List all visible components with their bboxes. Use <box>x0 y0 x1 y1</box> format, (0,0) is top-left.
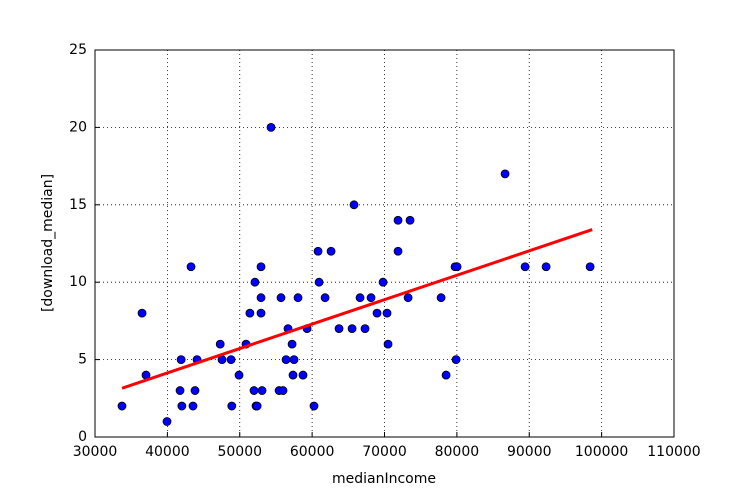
point <box>256 308 266 318</box>
point <box>314 277 324 287</box>
point <box>175 386 185 395</box>
point <box>585 262 595 272</box>
point <box>276 293 286 303</box>
point <box>177 401 187 411</box>
point <box>215 339 225 349</box>
point <box>226 355 236 365</box>
point <box>541 262 551 272</box>
point <box>257 386 267 395</box>
point <box>176 355 186 365</box>
point <box>326 246 336 256</box>
point <box>383 339 393 349</box>
y-tick-label: 15 <box>69 197 87 213</box>
point <box>334 324 344 334</box>
point <box>382 308 392 318</box>
y-tick-label: 10 <box>69 274 87 290</box>
point <box>162 417 172 426</box>
point <box>320 293 330 303</box>
point <box>366 293 376 303</box>
x-tick-label: 100000 <box>575 444 628 460</box>
point <box>393 215 403 225</box>
x-tick-label: 60000 <box>290 444 335 460</box>
x-tick-label: 70000 <box>362 444 407 460</box>
point <box>188 401 198 411</box>
point <box>256 293 266 303</box>
point <box>372 308 382 318</box>
point <box>313 246 323 256</box>
point <box>278 386 288 395</box>
point <box>288 370 298 380</box>
point <box>186 262 196 272</box>
x-axis-label: medianIncome <box>332 471 436 487</box>
y-axis-label: [download_median] <box>40 174 56 312</box>
x-tick-label: 40000 <box>145 444 190 460</box>
y-tick-label: 25 <box>69 42 87 58</box>
x-tick-label: 110000 <box>647 444 700 460</box>
point <box>405 215 415 225</box>
point <box>393 246 403 256</box>
point <box>266 123 276 132</box>
trend-line <box>121 228 593 390</box>
point <box>436 293 446 303</box>
point <box>249 386 259 395</box>
point <box>309 401 319 411</box>
point <box>347 324 357 334</box>
y-tick-label: 5 <box>78 352 87 368</box>
plot-frame <box>94 49 675 438</box>
point <box>289 355 299 365</box>
point <box>227 401 237 411</box>
point <box>117 401 127 411</box>
point <box>355 293 365 303</box>
point <box>252 401 262 411</box>
point <box>378 277 388 287</box>
point <box>441 370 451 380</box>
point <box>137 308 147 318</box>
x-tick-label: 90000 <box>507 444 552 460</box>
x-tick-label: 50000 <box>217 444 262 460</box>
x-tick-label: 80000 <box>435 444 480 460</box>
point <box>349 200 359 210</box>
point <box>451 355 461 365</box>
point <box>520 262 530 272</box>
point <box>500 169 510 179</box>
point <box>360 324 370 334</box>
x-tick-label: 30000 <box>73 444 118 460</box>
point <box>293 293 303 303</box>
point <box>452 262 462 272</box>
point <box>190 386 200 395</box>
point <box>281 355 291 365</box>
point <box>287 339 297 349</box>
point <box>245 308 255 318</box>
point <box>403 293 413 303</box>
y-tick-label: 20 <box>69 119 87 135</box>
point <box>234 370 244 380</box>
point <box>250 277 260 287</box>
y-tick-label: 0 <box>78 429 87 445</box>
point <box>298 370 308 380</box>
point <box>256 262 266 272</box>
